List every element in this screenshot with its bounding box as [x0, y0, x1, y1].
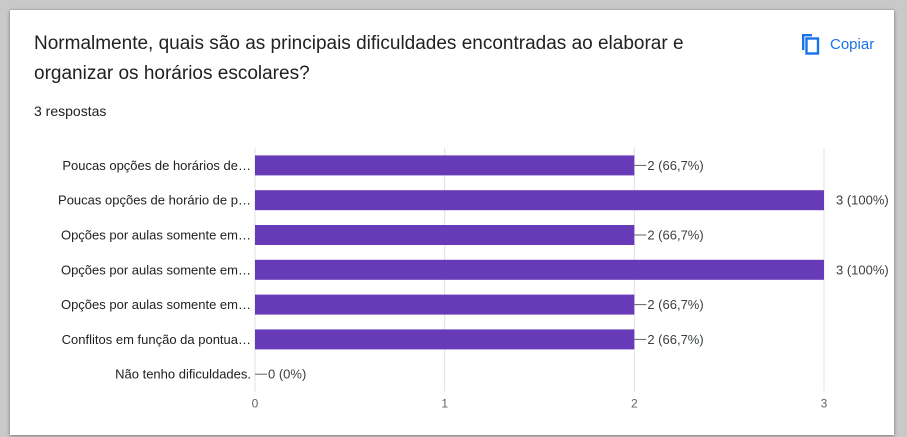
bar	[255, 190, 824, 211]
category-label: Poucas opções de horários de…	[62, 158, 251, 173]
bar	[255, 259, 824, 280]
category-label: Conflitos em função da pontua…	[62, 332, 251, 347]
x-tick-label: 1	[441, 397, 448, 411]
data-label: 2 (66,7%)	[647, 228, 703, 243]
copy-label: Copiar	[830, 35, 875, 53]
data-label: 0 (0%)	[268, 367, 306, 382]
category-label: Poucas opções de horário de p…	[58, 193, 251, 208]
x-tick-label: 2	[631, 397, 638, 411]
x-tick-label: 3	[821, 397, 828, 411]
category-label: Opções por aulas somente em…	[61, 297, 251, 312]
bar	[255, 294, 635, 315]
bar	[255, 225, 635, 245]
data-label: 2 (66,7%)	[647, 297, 703, 312]
response-count: 3 respostas	[34, 103, 107, 119]
data-label: 3 (100%)	[836, 262, 889, 277]
x-tick-label: 0	[252, 397, 259, 411]
bar	[255, 155, 635, 176]
category-label: Opções por aulas somente em…	[61, 228, 251, 243]
data-label: 2 (66,7%)	[647, 332, 703, 347]
category-label: Opções por aulas somente em…	[61, 262, 251, 277]
copy-button[interactable]: Copiar	[800, 33, 874, 55]
data-label: 3 (100%)	[836, 193, 889, 208]
question-card: Normalmente, quais são as principais dif…	[10, 10, 894, 435]
question-title: Normalmente, quais são as principais dif…	[34, 33, 684, 84]
data-label: 2 (66,7%)	[647, 158, 703, 173]
category-label: Não tenho dificuldades.	[115, 367, 251, 382]
bar	[255, 329, 635, 350]
copy-icon	[800, 33, 820, 55]
